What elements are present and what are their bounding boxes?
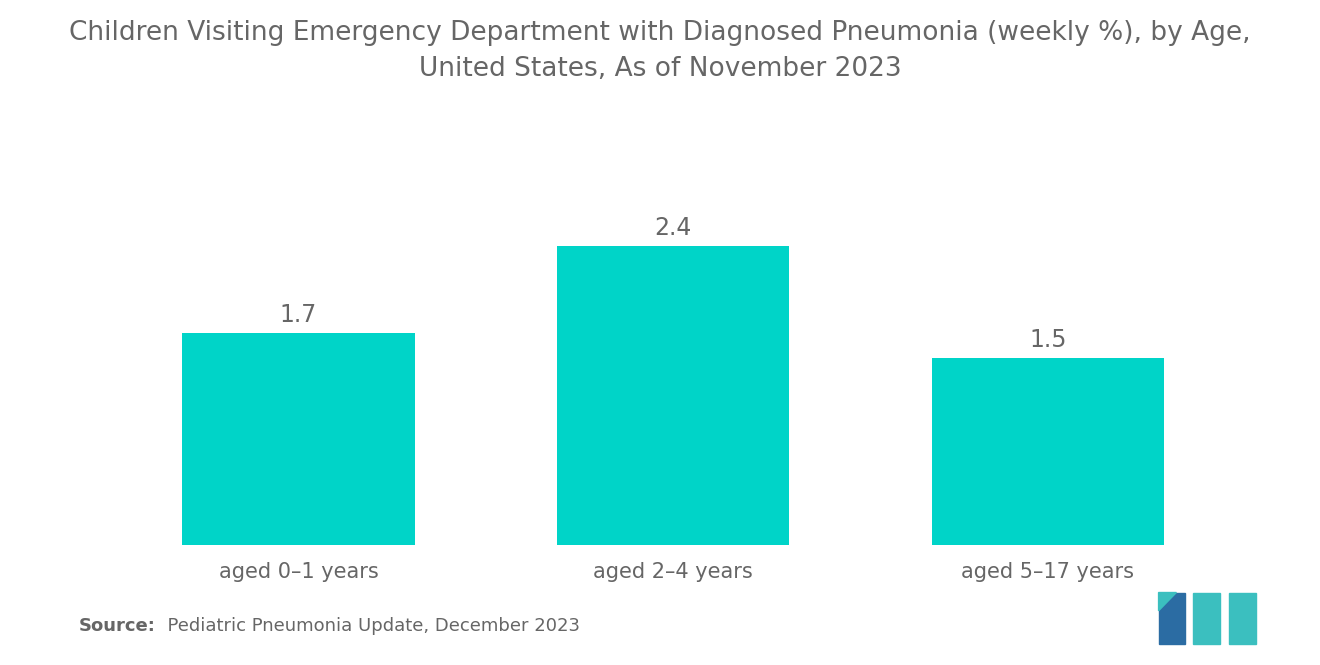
Text: Pediatric Pneumonia Update, December 2023: Pediatric Pneumonia Update, December 202… [156,617,579,635]
Polygon shape [1159,593,1185,644]
Text: Source:: Source: [79,617,156,635]
Polygon shape [1229,593,1257,644]
Polygon shape [1193,593,1220,644]
Text: 2.4: 2.4 [655,216,692,240]
Bar [557,246,789,545]
Text: 1.5: 1.5 [1030,328,1067,352]
Text: Children Visiting Emergency Department with Diagnosed Pneumonia (weekly %), by A: Children Visiting Emergency Department w… [69,20,1251,82]
Bar [932,358,1164,545]
Text: 1.7: 1.7 [280,303,317,327]
Bar [182,333,414,545]
Polygon shape [1159,593,1176,610]
